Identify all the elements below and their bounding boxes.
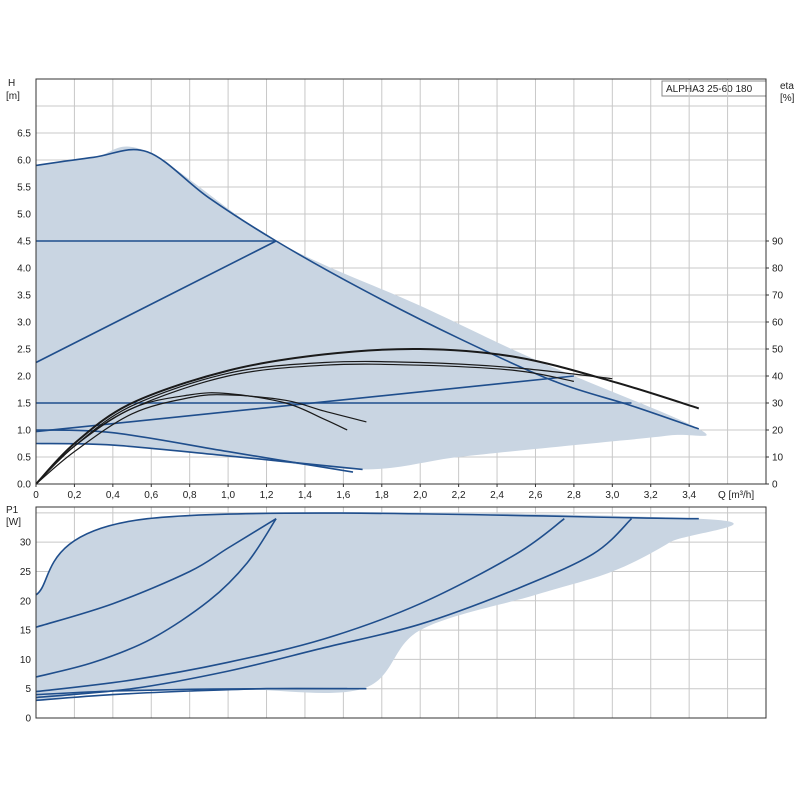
- power-panel: P1 [W] 0 5 10 15 20 25 30: [6, 505, 767, 725]
- head-tick-label: 2.5: [17, 345, 31, 356]
- power-tick-label: 0: [25, 714, 31, 725]
- x-tick-label: 1,4: [298, 490, 312, 501]
- head-curve-1: [35, 148, 700, 430]
- efficiency-tick-label: 80: [772, 264, 784, 275]
- head-curve-3: [35, 240, 277, 364]
- head-tick-label: 0.0: [17, 480, 31, 491]
- power-tick-label: 30: [20, 538, 32, 549]
- power-axis-label: P1: [6, 505, 19, 516]
- head-efficiency-panel: H [m] eta [%] Q [m³/h] ALPHA3 25-60 180 …: [6, 78, 795, 501]
- head-tick-label: 2.0: [17, 372, 31, 383]
- efficiency-curve-5: [35, 394, 367, 485]
- x-tick-label: 1,0: [221, 490, 235, 501]
- head-curve-7: [35, 429, 354, 473]
- head-axis-label: H: [8, 78, 15, 89]
- power-curve-3: [35, 518, 277, 678]
- x-tick-label: 2,8: [567, 490, 581, 501]
- efficiency-tick-label: 60: [772, 318, 784, 329]
- power-plot-frame: [35, 506, 767, 719]
- efficiency-tick-label: 20: [772, 426, 784, 437]
- head-tick-label: 1.0: [17, 426, 31, 437]
- head-tick-label: 3.0: [17, 318, 31, 329]
- head-tick-label: 0.5: [17, 453, 31, 464]
- power-tick-label: 25: [20, 567, 32, 578]
- head-tick-label: 1.5: [17, 399, 31, 410]
- head-plot-frame: [35, 78, 767, 485]
- x-tick-label: 1,8: [375, 490, 389, 501]
- power-axis-unit: [W]: [6, 517, 21, 528]
- efficiency-tick-label: 30: [772, 399, 784, 410]
- power-curve-1: [35, 512, 699, 596]
- x-tick-label: 1,2: [260, 490, 274, 501]
- head-tick-label: 5.0: [17, 210, 31, 221]
- head-tick-label: 5.5: [17, 183, 31, 194]
- efficiency-axis-unit: [%]: [780, 93, 795, 104]
- x-tick-label: 3,4: [682, 490, 696, 501]
- x-tick-label: 0,4: [106, 490, 120, 501]
- head-axis-unit: [m]: [6, 91, 20, 102]
- power-curve-7: [35, 687, 348, 702]
- head-tick-label: 6.5: [17, 129, 31, 140]
- efficiency-curve-4: [35, 392, 348, 485]
- head-tick-label: 6.0: [17, 156, 31, 167]
- model-label: ALPHA3 25-60 180: [666, 84, 753, 95]
- x-tick-label: 3,2: [644, 490, 658, 501]
- efficiency-axis-label: eta: [780, 81, 794, 92]
- power-tick-label: 20: [20, 596, 32, 607]
- x-tick-label: 3,0: [605, 490, 619, 501]
- efficiency-tick-label: 0: [772, 480, 778, 491]
- efficiency-tick-label: 90: [772, 237, 784, 248]
- efficiency-tick-label: 10: [772, 453, 784, 464]
- x-tick-label: 0,6: [144, 490, 158, 501]
- x-tick-label: 0,8: [183, 490, 197, 501]
- head-tick-label: 3.5: [17, 291, 31, 302]
- power-tick-label: 15: [20, 626, 32, 637]
- x-tick-label: 0: [33, 490, 39, 501]
- power-curve-4: [35, 518, 565, 693]
- power-operating-area: [36, 512, 734, 701]
- head-tick-label: 4.5: [17, 237, 31, 248]
- power-curve-5: [35, 518, 633, 699]
- efficiency-curve-1: [35, 347, 700, 485]
- x-tick-label: 0,2: [67, 490, 81, 501]
- head-tick-label: 4.0: [17, 264, 31, 275]
- x-tick-label: 2,0: [413, 490, 427, 501]
- x-tick-label: 1,6: [336, 490, 350, 501]
- efficiency-tick-label: 50: [772, 345, 784, 356]
- power-tick-label: 5: [25, 684, 31, 695]
- power-tick-label: 10: [20, 655, 32, 666]
- flow-axis-label: Q [m³/h]: [718, 490, 754, 501]
- efficiency-tick-label: 70: [772, 291, 784, 302]
- power-curve-2: [35, 518, 277, 628]
- efficiency-tick-label: 40: [772, 372, 784, 383]
- operating-area: [36, 146, 707, 470]
- x-tick-label: 2,4: [490, 490, 504, 501]
- x-tick-label: 2,2: [452, 490, 466, 501]
- head-curve-5: [35, 375, 574, 433]
- x-tick-label: 2,6: [529, 490, 543, 501]
